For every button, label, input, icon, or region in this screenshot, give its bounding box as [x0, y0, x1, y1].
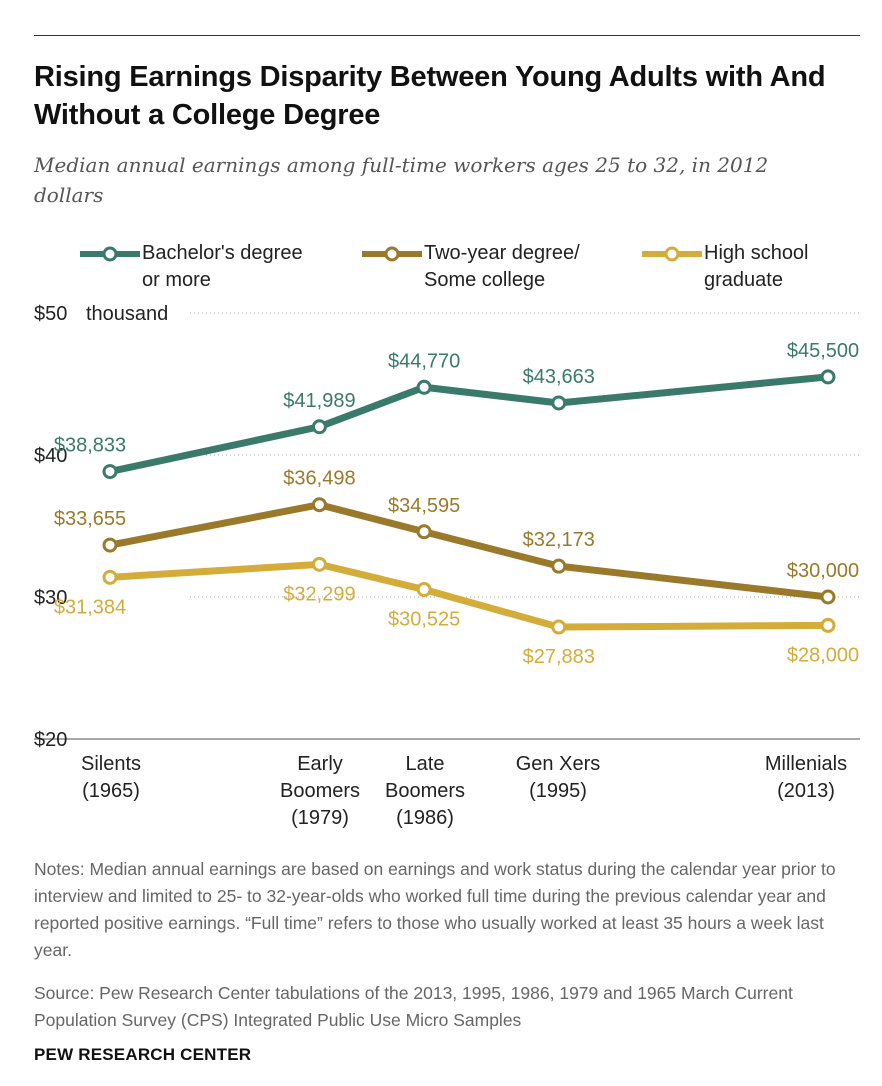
data-point — [102, 464, 118, 480]
x-tick-label: (1965) — [82, 780, 140, 802]
data-label: $38,833 — [54, 435, 126, 457]
data-point — [311, 497, 327, 513]
data-point — [416, 582, 432, 598]
chart-title: Rising Earnings Disparity Between Young … — [34, 61, 826, 131]
data-label: $45,500 — [787, 340, 859, 362]
y-tick-unit: thousand — [86, 303, 168, 325]
data-point — [416, 379, 432, 395]
legend-label-bachelor: Bachelor's degree or more — [142, 242, 303, 291]
data-label: $36,498 — [283, 468, 355, 490]
legend-label-high-school: High school graduate — [704, 242, 809, 291]
data-label: $33,655 — [54, 508, 126, 530]
data-point — [551, 395, 567, 411]
data-point — [102, 537, 118, 553]
x-tick-label: (1979) — [291, 807, 349, 829]
data-point — [551, 619, 567, 635]
x-tick-label: (2013) — [777, 780, 835, 802]
y-tick-label: $30 — [34, 587, 67, 609]
chart-subtitle: Median annual earnings among full-time w… — [34, 153, 769, 207]
data-label: $32,299 — [283, 583, 355, 605]
data-label: $30,000 — [787, 560, 859, 582]
data-label: $31,384 — [54, 596, 126, 618]
legend-swatch-high-school — [642, 246, 702, 262]
data-label: $34,595 — [388, 495, 460, 517]
data-point — [551, 558, 567, 574]
data-point — [311, 556, 327, 572]
legend-swatch-two-year — [362, 246, 422, 262]
data-point — [820, 617, 836, 633]
legend-label-two-year: Two-year degree/ Some college — [424, 242, 580, 291]
x-tick-label: (1995) — [529, 780, 587, 802]
x-tick-label: Late — [406, 753, 445, 775]
data-label: $44,770 — [388, 350, 460, 372]
data-label: $32,173 — [523, 529, 595, 551]
data-point — [416, 524, 432, 540]
data-label: $27,883 — [523, 646, 595, 668]
data-label: $41,989 — [283, 390, 355, 412]
top-rule — [34, 35, 860, 36]
data-label: $30,525 — [388, 609, 460, 631]
x-tick-label: Early — [297, 753, 343, 775]
x-tick-label: (1986) — [396, 807, 454, 829]
x-tick-label: Silents — [81, 753, 141, 775]
series-line-bachelor — [109, 373, 829, 475]
legend-swatch-bachelor — [80, 246, 140, 262]
x-tick-label: Millenials — [765, 753, 847, 775]
footer-brand: PEW RESEARCH CENTER — [34, 1045, 252, 1064]
data-label: $43,663 — [523, 366, 595, 388]
data-point — [820, 589, 836, 605]
y-tick-label: $20 — [34, 729, 67, 751]
series-line-two-year — [109, 501, 829, 601]
line-chart: $50 thousand $40 $30 $20 Silents (1965) Early Bo… — [34, 303, 860, 829]
x-tick-label: Boomers — [280, 780, 360, 802]
x-tick-label: Boomers — [385, 780, 465, 802]
data-point — [102, 569, 118, 585]
source-text: Source: Pew Research Center tabulations … — [34, 983, 793, 1030]
data-label: $28,000 — [787, 644, 859, 666]
data-point — [311, 419, 327, 435]
notes-text: Notes: Median annual earnings are based … — [34, 859, 836, 960]
data-point — [820, 369, 836, 385]
y-tick-label: $50 — [34, 303, 67, 325]
series-line-high-school — [109, 560, 829, 631]
y-tick-label: $40 — [34, 445, 67, 467]
x-tick-label: Gen Xers — [516, 753, 600, 775]
